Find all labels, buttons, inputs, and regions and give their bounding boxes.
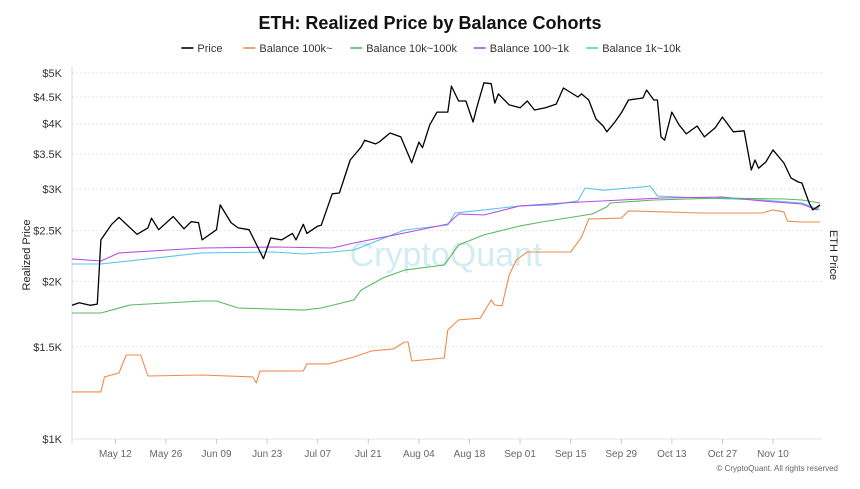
x-tick-label: Aug 04: [403, 449, 435, 460]
y2-axis-label: ETH Price: [827, 230, 839, 280]
series-group: [71, 82, 821, 393]
y-tick-label: $1K: [42, 434, 62, 446]
y-tick-label: $4K: [42, 119, 62, 131]
x-tick-label: Sep 15: [555, 449, 587, 460]
y-tick-label: $3K: [42, 184, 62, 196]
legend-item[interactable]: Price: [181, 43, 222, 55]
legend-item[interactable]: Balance 100~1k: [473, 43, 570, 55]
x-tick-label: Jul 07: [304, 449, 331, 460]
grid: [72, 72, 822, 348]
y-axis-label: Realized Price: [21, 220, 33, 291]
legend-label: Price: [197, 43, 222, 55]
x-tick-label: Nov 10: [757, 449, 789, 460]
copyright: © CryptoQuant. All rights reserved: [717, 464, 839, 473]
series-line-balance-100k-: [72, 209, 820, 393]
legend-item[interactable]: Balance 10k~100k: [350, 43, 458, 55]
y-tick-label: $2K: [42, 276, 62, 288]
y-tick-label: $2.5K: [33, 226, 62, 238]
series-line-balance-10k-100k: [72, 197, 821, 314]
x-tick-label: Jul 21: [355, 449, 382, 460]
x-ticks: May 12 May 26 Jun 09 Jun 23 Jul 07 Jul 21 Aug …: [99, 439, 789, 460]
x-tick-label: Oct 13: [657, 449, 687, 460]
series-line-price: [71, 82, 821, 306]
x-tick-label: Aug 18: [454, 449, 486, 460]
legend-item[interactable]: Balance 100k~: [243, 43, 332, 55]
y-tick-label: $1.5K: [33, 342, 62, 354]
x-tick-label: Jun 23: [252, 449, 282, 460]
x-tick-label: Sep 29: [605, 449, 637, 460]
legend-label: Balance 1k~10k: [602, 43, 681, 55]
y-ticks: $1K $1.5K $2K $2.5K $3K $3.5K $4K $4.5K $5K: [33, 68, 62, 446]
legend-item[interactable]: Balance 1k~10k: [586, 43, 681, 55]
x-tick-label: Oct 27: [708, 449, 738, 460]
chart-title: ETH: Realized Price by Balance Cohorts: [258, 13, 601, 33]
x-tick-label: Sep 01: [504, 449, 536, 460]
y-tick-label: $3.5K: [33, 149, 62, 161]
y-tick-label: $4.5K: [33, 92, 62, 104]
x-tick-label: Jun 09: [202, 449, 232, 460]
legend-label: Balance 100~1k: [490, 43, 570, 55]
watermark: CryptoQuant: [350, 236, 543, 274]
legend-label: Balance 100k~: [259, 43, 332, 55]
x-tick-label: May 26: [150, 449, 183, 460]
legend-label: Balance 10k~100k: [366, 43, 457, 55]
legend: Price Balance 100k~ Balance 10k~100k Balanc…: [181, 43, 681, 55]
x-tick-label: May 12: [99, 449, 132, 460]
y-tick-label: $5K: [42, 68, 62, 80]
series-line-balance-100-1k: [71, 196, 821, 262]
